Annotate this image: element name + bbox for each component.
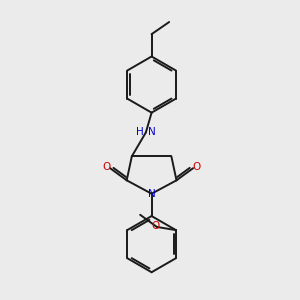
Text: H: H [136,128,144,137]
Text: N: N [148,128,156,137]
Text: O: O [102,162,110,172]
Text: O: O [193,162,201,172]
Text: N: N [148,189,155,199]
Text: O: O [152,220,160,231]
